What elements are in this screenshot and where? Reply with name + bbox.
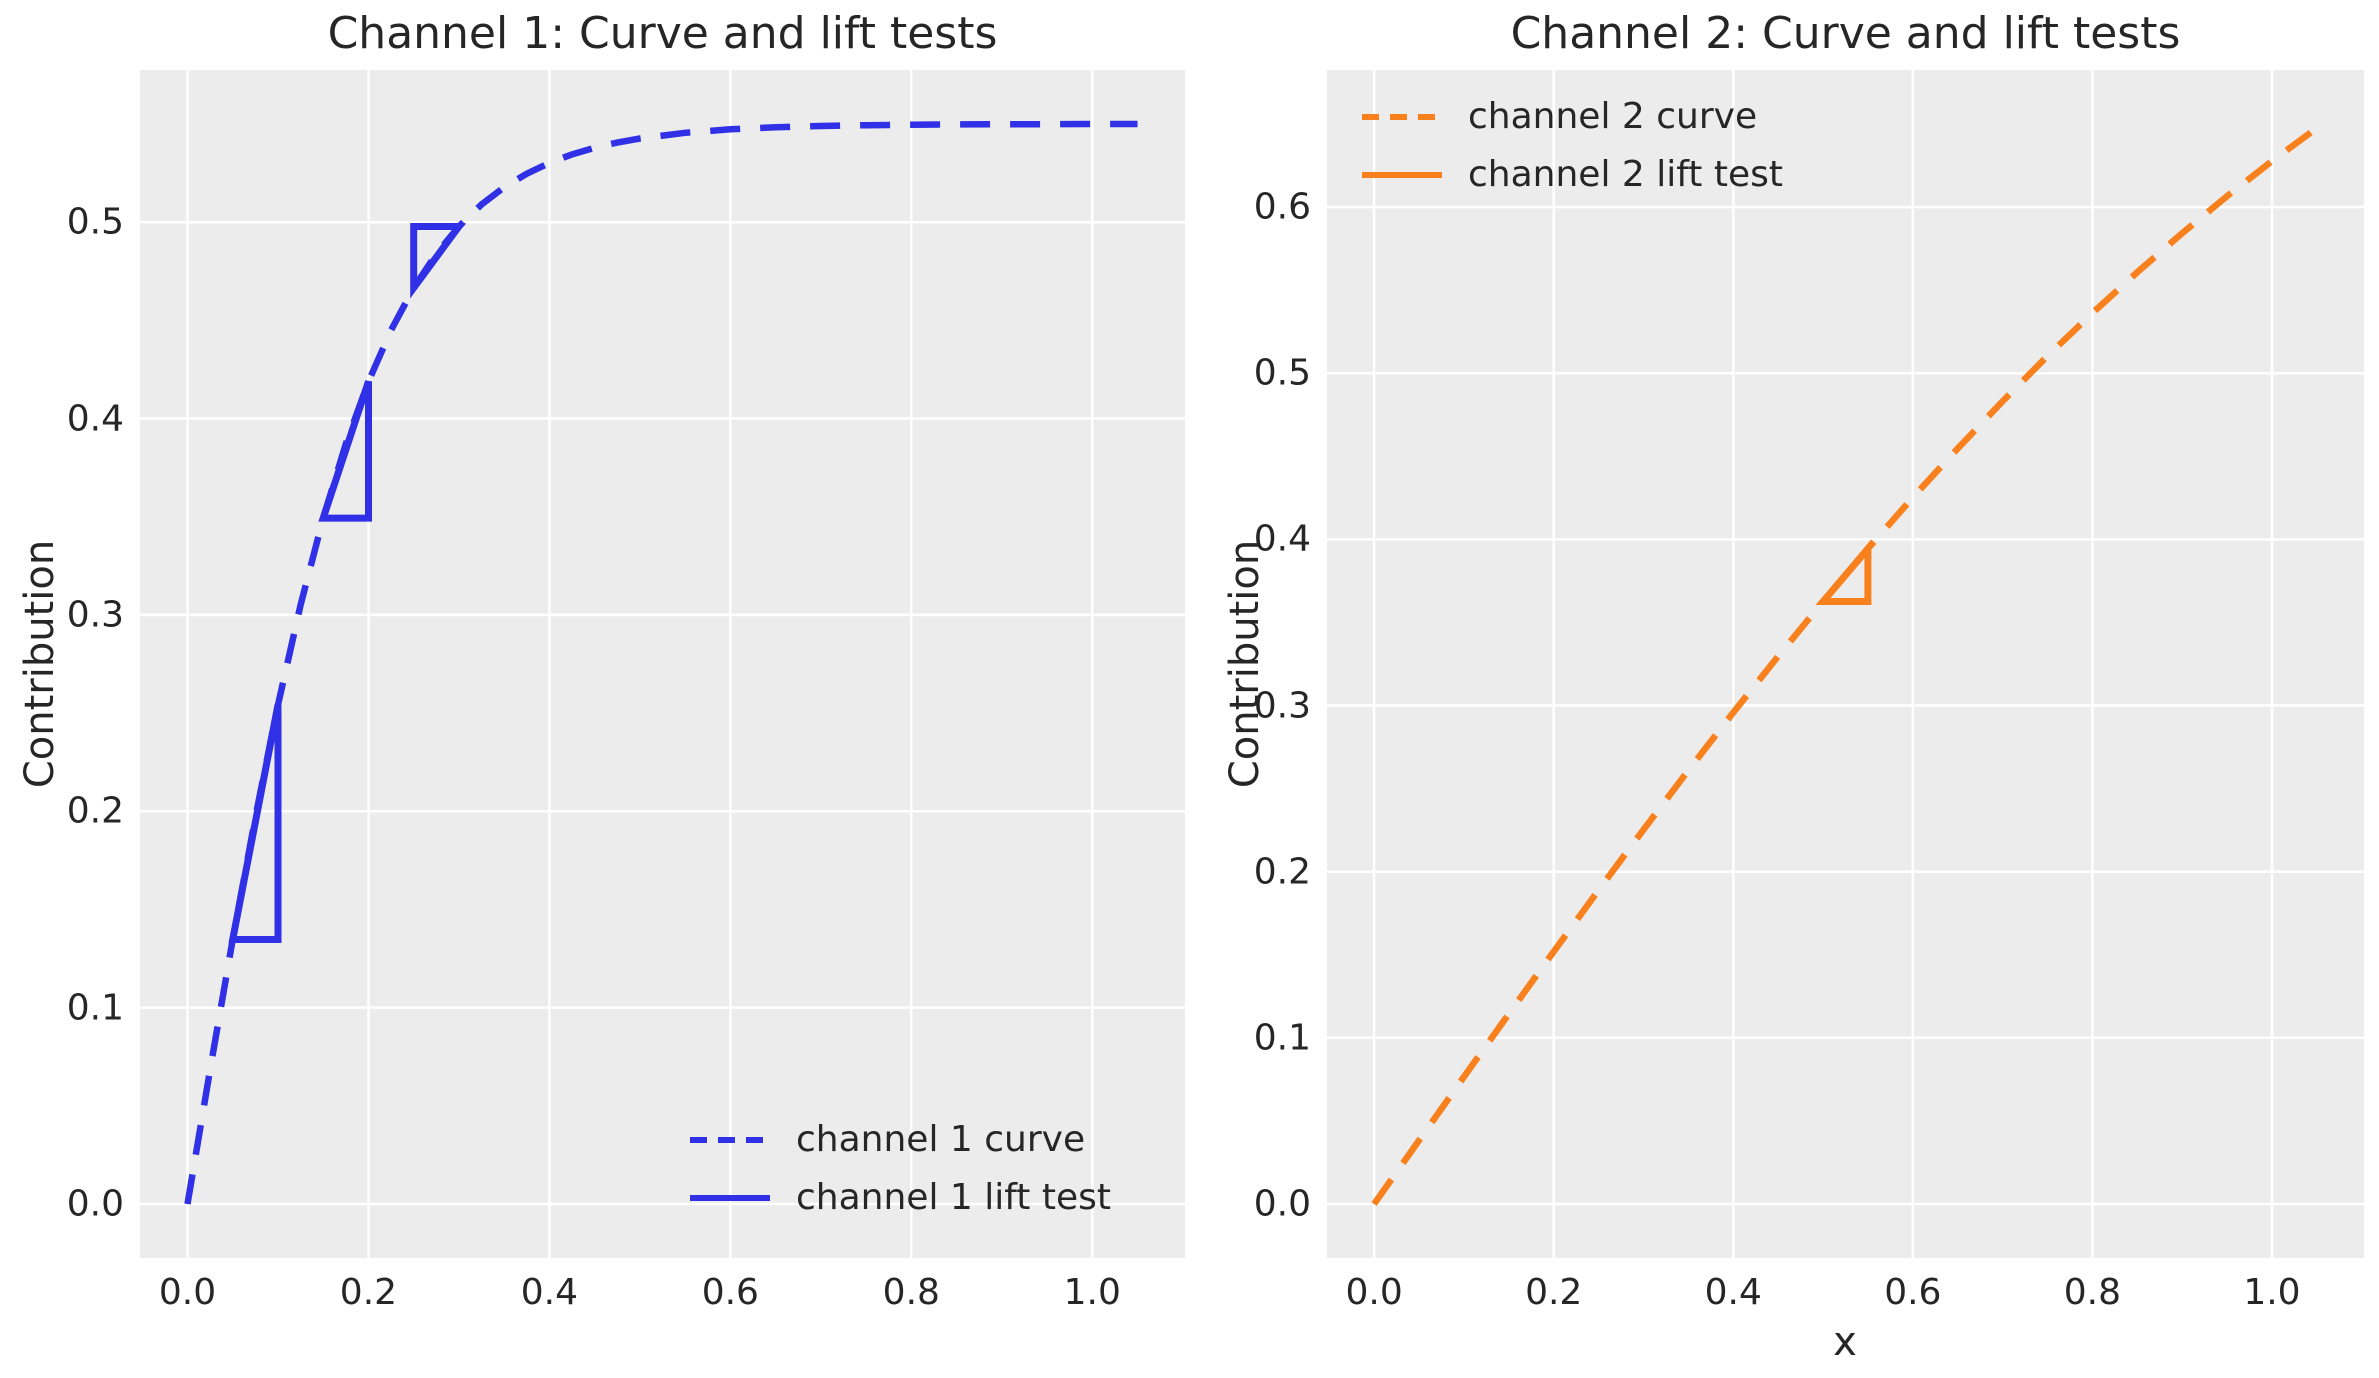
legend-label: channel 2 curve	[1468, 96, 1758, 137]
plot-title-channel-2: Channel 2: Curve and lift tests	[1510, 8, 2181, 59]
x-tick-label: 0.8	[882, 1272, 940, 1313]
dashed-line-sample-icon	[1362, 114, 1442, 120]
legend-entry-curve: channel 2 curve	[1362, 95, 1783, 139]
legend-label: channel 1 lift test	[796, 1177, 1111, 1218]
lift-test-triangle	[1815, 539, 1872, 605]
solid-line-sample-icon	[690, 1195, 770, 1201]
legend-entry-lift-test: channel 1 lift test	[690, 1176, 1111, 1220]
x-tick-label: 0.2	[1525, 1272, 1583, 1313]
y-tick-label: 0.3	[66, 594, 124, 636]
y-tick-label: 0.4	[66, 398, 124, 440]
x-tick-label: 0.0	[158, 1272, 217, 1313]
x-tick-label: 0.4	[1704, 1272, 1762, 1313]
axes-background-channel-2	[1327, 70, 2364, 1258]
x-tick-label: 0.0	[1345, 1272, 1403, 1313]
y-tick-label: 0.0	[66, 1183, 124, 1225]
y-tick-label: 0.5	[66, 201, 124, 243]
legend-label: channel 1 curve	[796, 1119, 1086, 1160]
axes-background-channel-1	[140, 70, 1185, 1258]
x-tick-label: 0.8	[2063, 1272, 2122, 1313]
y-axis-label-channel-1: Contribution	[17, 539, 63, 789]
y-tick-label: 0.5	[1253, 352, 1311, 394]
x-tick-label: 0.6	[701, 1272, 759, 1313]
curve-line-channel-1-curve	[184, 120, 1138, 1205]
legend-channel-1: channel 1 curve channel 1 lift test	[690, 1118, 1111, 1234]
legend-label: channel 2 lift test	[1468, 154, 1783, 195]
y-tick-label: 0.1	[1253, 1017, 1311, 1059]
y-tick-label: 0.3	[1253, 685, 1311, 727]
x-tick-label: 1.0	[2243, 1272, 2301, 1313]
x-tick-label: 0.4	[520, 1272, 579, 1313]
x-tick-label: 0.2	[339, 1272, 398, 1313]
y-tick-label: 0.0	[1253, 1183, 1311, 1225]
lift-test-triangle	[228, 704, 282, 943]
y-tick-label: 0.2	[1253, 851, 1311, 893]
legend-entry-curve: channel 1 curve	[690, 1118, 1111, 1162]
lift-test-triangle	[318, 380, 372, 522]
x-tick-label: 0.6	[1884, 1272, 1942, 1313]
dashed-line-sample-icon	[690, 1137, 770, 1143]
lift-test-triangle	[410, 223, 466, 299]
solid-line-sample-icon	[1362, 172, 1442, 178]
curve-line-channel-2-curve	[1371, 125, 2319, 1206]
legend-channel-2: channel 2 curve channel 2 lift test	[1362, 95, 1783, 211]
x-tick-label: 1.0	[1063, 1272, 1121, 1313]
y-tick-label: 0.1	[66, 987, 124, 1029]
y-axis-label-channel-2: Contribution	[1222, 539, 1268, 789]
x-axis-label-channel-2: x	[1833, 1319, 1857, 1365]
axes-area-channel-1	[140, 70, 1185, 1258]
y-tick-label: 0.4	[1253, 518, 1311, 560]
y-tick-label: 0.2	[66, 790, 124, 832]
legend-entry-lift-test: channel 2 lift test	[1362, 153, 1783, 197]
y-tick-label: 0.6	[1253, 186, 1311, 228]
plot-title-channel-1: Channel 1: Curve and lift tests	[327, 8, 998, 59]
axes-area-channel-2	[1327, 70, 2364, 1258]
